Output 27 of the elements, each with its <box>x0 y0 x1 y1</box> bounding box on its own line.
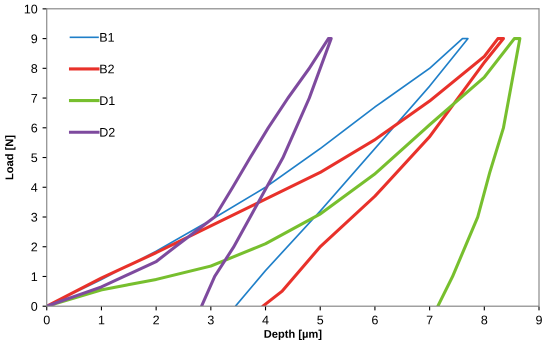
y-tick-label: 8 <box>31 64 38 73</box>
y-tick-label: 1 <box>32 272 38 282</box>
y-tick-label: 0 <box>31 302 38 311</box>
x-tick-label: 5 <box>317 316 324 324</box>
y-tick-label: 7 <box>31 94 38 103</box>
x-tick-label: 8 <box>481 316 488 324</box>
y-tick-label: 3 <box>31 212 38 222</box>
x-tick-label: 7 <box>426 316 432 324</box>
legend-label: D2 <box>100 128 115 137</box>
y-tick-label: 6 <box>31 124 38 132</box>
x-tick-label: 2 <box>153 316 159 324</box>
y-tick-label: 5 <box>31 153 38 162</box>
y-tick-label: 2 <box>31 242 38 252</box>
x-tick-label: 6 <box>372 316 378 324</box>
legend-label: B1 <box>100 33 114 42</box>
y-axis-title: Load [N] <box>5 136 16 180</box>
x-tick-label: 3 <box>208 316 214 324</box>
legend-label: D1 <box>100 96 115 105</box>
x-tick-label: 4 <box>262 316 269 324</box>
legend-label: B2 <box>100 64 114 74</box>
y-tick-label: 4 <box>31 183 38 192</box>
x-tick-label: 9 <box>536 316 542 324</box>
x-axis-title: Depth [µm] <box>264 330 322 340</box>
y-tick-label: 9 <box>31 34 38 44</box>
x-tick-label: 1 <box>98 316 104 324</box>
x-tick-label: 0 <box>44 316 50 324</box>
y-tick-label: 10 <box>24 4 38 14</box>
